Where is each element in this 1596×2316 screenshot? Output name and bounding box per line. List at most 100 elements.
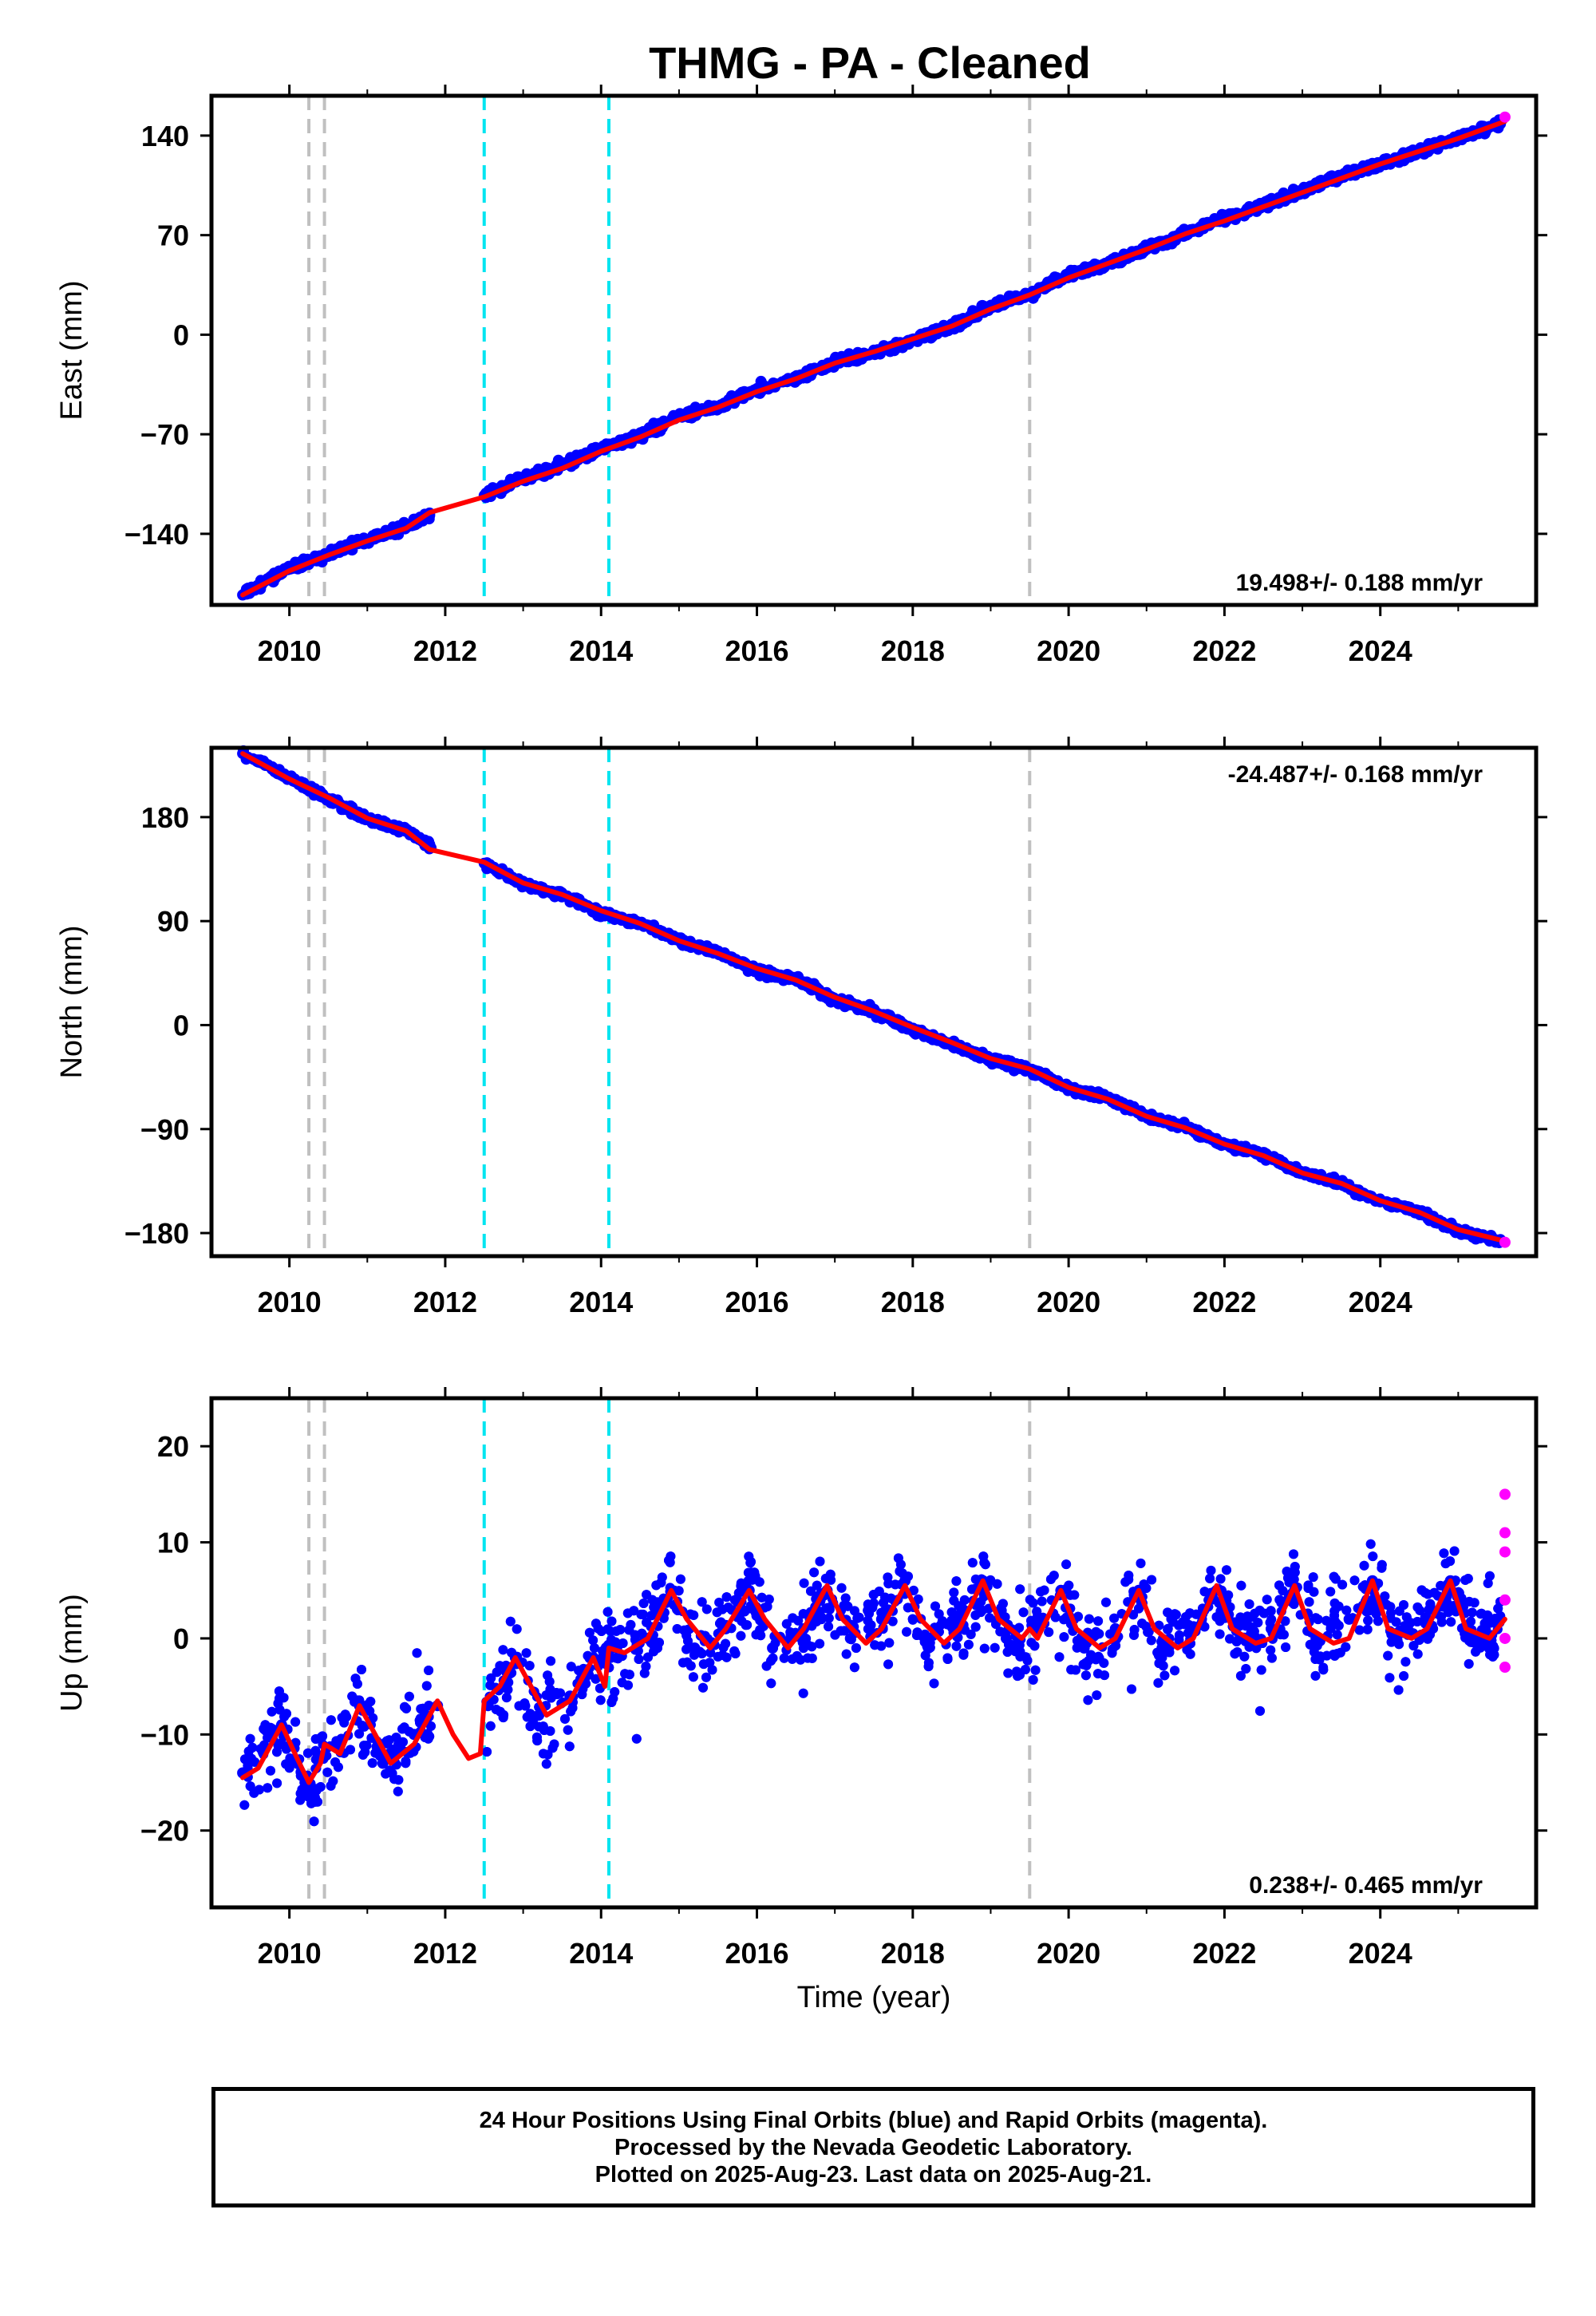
final-orbit-point bbox=[1205, 1573, 1215, 1583]
x-tick-label: 2016 bbox=[725, 1286, 788, 1318]
x-tick-label: 2012 bbox=[413, 634, 477, 667]
final-orbit-point bbox=[863, 1624, 873, 1634]
final-orbit-point bbox=[798, 1609, 808, 1619]
final-orbit-point bbox=[412, 1648, 422, 1658]
final-orbit-point bbox=[1146, 1635, 1156, 1646]
x-tick-label: 2014 bbox=[569, 634, 633, 667]
x-tick-label: 2012 bbox=[413, 1286, 477, 1318]
final-orbit-point bbox=[1289, 1549, 1298, 1559]
final-orbit-point bbox=[541, 1759, 551, 1769]
final-orbit-point bbox=[1412, 1602, 1423, 1612]
final-orbit-point bbox=[1440, 1559, 1451, 1569]
final-orbit-point bbox=[1368, 1551, 1378, 1562]
x-tick-label: 2010 bbox=[258, 634, 322, 667]
final-orbit-point bbox=[1400, 1657, 1411, 1667]
final-orbit-point bbox=[879, 1606, 889, 1616]
final-orbit-point bbox=[1310, 1613, 1321, 1623]
final-orbit-point bbox=[1032, 1607, 1042, 1617]
final-orbit-point bbox=[1262, 1595, 1272, 1605]
final-orbit-point bbox=[824, 1613, 834, 1623]
final-orbit-point bbox=[990, 1642, 1000, 1653]
final-orbit-point bbox=[606, 1616, 617, 1626]
final-orbit-point bbox=[747, 1575, 757, 1585]
x-tick-label: 2018 bbox=[881, 1286, 945, 1318]
y-tick-label: −180 bbox=[124, 1217, 189, 1250]
final-orbit-point bbox=[1066, 1665, 1077, 1675]
final-orbit-point bbox=[620, 1669, 630, 1679]
x-tick-label: 2024 bbox=[1349, 634, 1412, 667]
y-tick-label: −70 bbox=[140, 418, 189, 451]
final-orbit-point bbox=[1036, 1587, 1046, 1597]
y-tick-label: 140 bbox=[141, 120, 189, 152]
final-orbit-point bbox=[634, 1654, 644, 1664]
final-orbit-point bbox=[1136, 1558, 1146, 1568]
final-orbit-point bbox=[646, 1611, 657, 1621]
final-orbit-point bbox=[963, 1639, 974, 1650]
y-axis-label: East (mm) bbox=[55, 280, 89, 420]
final-orbit-point bbox=[764, 1595, 774, 1604]
final-orbit-point bbox=[354, 1729, 365, 1739]
x-tick-label: 2020 bbox=[1037, 1286, 1100, 1318]
final-orbit-point bbox=[1439, 1548, 1449, 1559]
final-orbit-point bbox=[966, 1629, 976, 1639]
final-orbit-point bbox=[547, 1743, 558, 1753]
final-orbit-point bbox=[766, 1678, 776, 1689]
chart-title: THMG - PA - Cleaned bbox=[649, 38, 1091, 88]
final-orbit-point bbox=[781, 1618, 792, 1629]
final-orbit-point bbox=[1399, 1671, 1409, 1681]
final-orbit-point bbox=[492, 1667, 502, 1678]
y-tick-label: 0 bbox=[173, 318, 189, 351]
final-orbit-point bbox=[631, 1733, 642, 1744]
final-orbit-point bbox=[1377, 1563, 1387, 1573]
final-orbit-point bbox=[985, 1613, 995, 1623]
final-orbit-point bbox=[1449, 1546, 1460, 1556]
final-orbit-point bbox=[1170, 1666, 1180, 1676]
final-orbit-point bbox=[1044, 1627, 1054, 1638]
final-orbit-point bbox=[1399, 1600, 1408, 1610]
final-orbit-point bbox=[1127, 1684, 1136, 1694]
final-orbit-point bbox=[705, 1658, 715, 1668]
final-orbit-point bbox=[959, 1595, 970, 1605]
final-orbit-point bbox=[514, 1701, 524, 1711]
final-orbit-point bbox=[239, 1800, 250, 1810]
y-tick-label: 70 bbox=[157, 219, 189, 252]
final-orbit-point bbox=[626, 1619, 636, 1630]
final-orbit-point bbox=[757, 1592, 767, 1603]
y-tick-label: 90 bbox=[157, 905, 189, 938]
x-tick-label: 2016 bbox=[725, 634, 788, 667]
final-orbit-point bbox=[884, 1638, 895, 1648]
final-orbit-point bbox=[815, 1638, 825, 1649]
y-tick-label: 180 bbox=[141, 801, 189, 834]
final-orbit-point bbox=[1235, 1670, 1246, 1681]
final-orbit-point bbox=[1329, 1611, 1340, 1621]
final-orbit-point bbox=[930, 1601, 940, 1611]
y-tick-label: 0 bbox=[173, 1009, 189, 1041]
final-orbit-point bbox=[267, 1706, 277, 1717]
final-orbit-point bbox=[1408, 1641, 1419, 1651]
final-orbit-point bbox=[1483, 1578, 1493, 1588]
final-orbit-point bbox=[512, 1624, 522, 1634]
final-orbit-point bbox=[1325, 1623, 1336, 1634]
final-orbit-point bbox=[424, 1666, 434, 1675]
velocity-label: -24.487+/- 0.168 mm/yr bbox=[1228, 761, 1483, 788]
final-orbit-point bbox=[995, 1626, 1005, 1637]
final-orbit-point bbox=[588, 1635, 598, 1646]
final-orbit-point bbox=[967, 1584, 977, 1595]
final-orbit-point bbox=[1206, 1565, 1216, 1575]
final-orbit-point bbox=[302, 1748, 313, 1758]
model-fit-line bbox=[240, 751, 1507, 1244]
final-orbit-point bbox=[498, 1645, 508, 1655]
final-orbit-point bbox=[1325, 1587, 1336, 1597]
final-orbit-point bbox=[1341, 1605, 1352, 1615]
final-orbit-point bbox=[697, 1649, 707, 1658]
final-orbit-point bbox=[806, 1586, 816, 1596]
final-orbit-point bbox=[546, 1656, 556, 1666]
final-orbit-point bbox=[1446, 1617, 1456, 1627]
final-orbit-points bbox=[237, 745, 1507, 1249]
final-orbit-point bbox=[949, 1587, 959, 1598]
final-orbit-point bbox=[1464, 1596, 1475, 1607]
y-tick-label: −140 bbox=[124, 518, 189, 551]
final-orbit-point bbox=[809, 1567, 820, 1578]
x-tick-label: 2010 bbox=[258, 1286, 322, 1318]
